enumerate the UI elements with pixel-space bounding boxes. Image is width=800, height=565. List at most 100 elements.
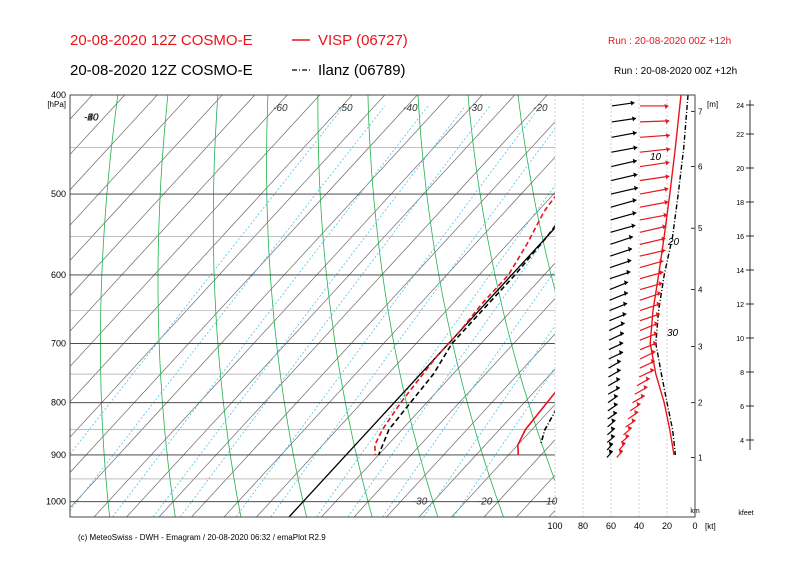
pressure-tick-label: 400	[51, 90, 66, 100]
wind-axis-tick-label: 60	[606, 521, 616, 531]
wind-speed-label: 10	[650, 152, 662, 163]
isotherms	[0, 95, 800, 517]
black-wind-barb-head	[630, 100, 635, 106]
black-wind-barb-head	[620, 321, 625, 327]
black-wind-barb-head	[613, 410, 617, 416]
red-wind-barb-head	[645, 376, 650, 382]
mixing-ratio-line	[70, 105, 386, 512]
black-wind-barb-head	[631, 116, 636, 122]
black-wind-barb-head	[610, 434, 615, 440]
mixing-ratio-line	[423, 325, 555, 517]
red-wind-barb-head	[655, 312, 660, 318]
isotherm-line	[70, 95, 223, 261]
pressure-tick-label: 500	[51, 189, 66, 199]
plot-background-lines	[0, 78, 800, 517]
ilanz-wind-speed-line	[655, 94, 689, 456]
isotherm-line	[70, 95, 158, 191]
black-wind-barb-head	[627, 258, 632, 264]
red-wind-barb-head	[636, 401, 641, 407]
isotherm-label-top: -50	[338, 103, 353, 114]
black-wind-barb-head	[623, 301, 628, 307]
red-wind-barb-head	[666, 146, 671, 152]
dry-adiabat-line	[100, 95, 119, 517]
red-wind-barb-head	[657, 291, 662, 297]
mixing-ratio-lines	[70, 105, 555, 517]
dry-adiabat-line	[157, 95, 176, 517]
red-wind-barb-head	[664, 103, 669, 109]
red-wind-barb-shaft	[639, 292, 662, 301]
red-wind-barb-head	[659, 270, 664, 276]
wind-speed-label: 30	[667, 328, 679, 339]
red-wind-barb-shaft	[639, 161, 670, 168]
black-wind-barb-shaft	[610, 212, 637, 221]
isotherm-line	[0, 95, 27, 517]
isotherm-line	[158, 95, 548, 517]
wind-barbs	[606, 100, 671, 458]
red-wind-barb-head	[627, 425, 632, 431]
title-red: 20-08-2020 12Z COSMO-E	[70, 32, 253, 49]
isotherm-line	[93, 95, 483, 517]
red-wind-barb-head	[643, 385, 648, 391]
black-wind-barb-head	[634, 185, 639, 191]
mixing-ratio-line	[453, 366, 555, 517]
mixing-ratio-line	[179, 105, 491, 517]
black-wind-barb-head	[619, 350, 624, 356]
dry-adiabat-line	[417, 95, 504, 517]
red-wind-barb-head	[664, 186, 669, 192]
black-wind-barb-head	[624, 280, 629, 286]
temperature-tick-label: -20	[478, 497, 493, 508]
isotherm-line	[614, 95, 800, 517]
red-wind-barb-head	[650, 358, 655, 364]
red-wind-barb-head	[662, 224, 667, 230]
red-wind-barb-head	[665, 118, 670, 124]
isotherm-line	[70, 95, 255, 297]
station-black: Ilanz (06789)	[318, 62, 406, 79]
red-wind-barb-head	[665, 174, 670, 180]
isotherm-label-left: -20	[84, 113, 99, 124]
isotherm-line	[418, 368, 555, 517]
red-wind-barb-head	[653, 331, 658, 337]
kfeet-tick-label: 8	[740, 370, 744, 377]
black-wind-barb-shaft	[611, 173, 638, 182]
red-wind-barb-shaft	[639, 201, 669, 208]
black-wind-barb-head	[611, 418, 616, 424]
dry-adiabat-line	[517, 95, 555, 292]
black-wind-barb-shaft	[610, 248, 633, 257]
kfeet-tick-label: 10	[736, 336, 744, 343]
km-tick-label: 7	[698, 107, 703, 116]
isotherm-line	[223, 156, 555, 517]
dry-adiabat-line	[266, 95, 307, 517]
red-wind-barb-head	[634, 409, 639, 415]
isotherm-label-top: -40	[403, 103, 418, 114]
mixing-ratio-line	[382, 270, 555, 517]
dry-adiabat-line	[665, 78, 800, 517]
black-wind-barb-head	[619, 331, 624, 337]
wind-axis-tick-label: 0	[692, 521, 697, 531]
black-wind-barb-head	[623, 290, 628, 296]
wind-axis-tick-label: 80	[578, 521, 588, 531]
black-wind-barb-head	[616, 359, 621, 365]
red-wind-barb-shaft	[639, 225, 667, 233]
black-wind-barb-head	[613, 393, 618, 399]
red-wind-barb-head	[661, 236, 666, 242]
pressure-tick-label: 800	[51, 398, 66, 408]
wind-axis-unit-label: [kt]	[705, 522, 716, 531]
kfeet-tick-label: 18	[736, 200, 744, 207]
kfeet-tick-label: 4	[740, 438, 744, 445]
km-axis-label: km	[690, 508, 700, 515]
red-wind-barb-shaft	[639, 282, 663, 291]
black-wind-barb-shaft	[610, 236, 634, 245]
isotherm-label-top: -60	[273, 103, 288, 114]
black-wind-barb-shaft	[609, 271, 631, 280]
zero-isotherm	[288, 226, 555, 517]
km-tick-label: 4	[698, 286, 703, 295]
black-wind-barb-head	[632, 210, 637, 216]
dry-adiabat-line	[714, 78, 800, 517]
kfeet-tick-label: 20	[736, 166, 744, 173]
visp-temperature-line	[516, 391, 555, 456]
isotherm-line	[647, 95, 800, 517]
isotherm-label-left: -30	[84, 113, 99, 124]
red-wind-barb-head	[652, 340, 657, 346]
isotherm-label-top: -30	[468, 103, 483, 114]
